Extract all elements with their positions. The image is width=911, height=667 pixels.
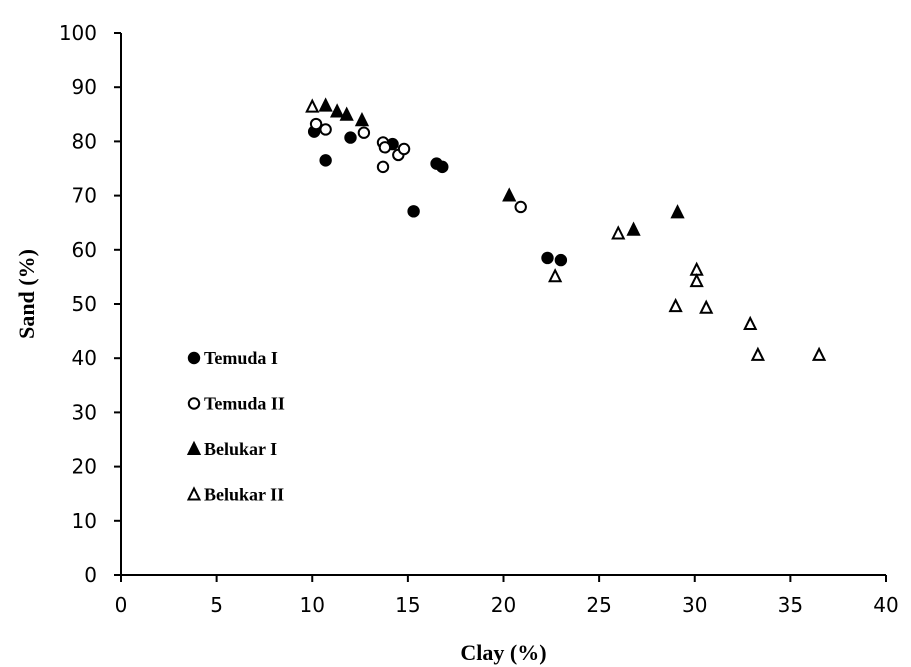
point-temuda-ii [514, 200, 527, 214]
legend-marker-temuda-i [187, 351, 201, 365]
x-ticks: 0 5 10 15 20 25 30 35 40 [115, 575, 899, 617]
y-tick-label: 20 [72, 455, 97, 479]
point-belukar-ii [699, 299, 714, 314]
y-tick-label: 100 [59, 21, 97, 45]
point-belukar-i [502, 187, 517, 202]
point-temuda-ii [397, 142, 411, 156]
point-belukar-ii [305, 98, 320, 113]
legend-label: Temuda I [204, 348, 278, 368]
legend: Temuda I Temuda II Belukar I Belukar II [186, 348, 285, 505]
y-tick-label: 10 [72, 509, 97, 533]
point-belukar-i [354, 111, 370, 127]
legend-item-belukar-i: Belukar I [186, 439, 277, 459]
legend-marker-belukar-i [186, 440, 202, 455]
point-temuda-ii [309, 117, 323, 131]
point-temuda-i [436, 160, 449, 174]
point-belukar-i [339, 106, 354, 121]
data-points [305, 97, 827, 361]
y-ticks: 0 10 20 30 40 50 60 70 80 90 100 [59, 21, 121, 587]
point-belukar-ii [668, 297, 683, 313]
legend-label: Belukar II [204, 485, 284, 505]
y-tick-label: 50 [72, 292, 97, 316]
legend-marker-belukar-ii [186, 486, 202, 501]
point-belukar-ii [811, 346, 827, 361]
point-temuda-ii [376, 160, 390, 174]
point-belukar-i [670, 204, 685, 219]
legend-label: Belukar I [204, 439, 277, 459]
x-tick-label: 0 [115, 593, 128, 617]
point-temuda-i [541, 251, 554, 265]
x-tick-label: 25 [586, 593, 611, 617]
point-belukar-ii [743, 315, 758, 331]
point-temuda-ii [357, 126, 371, 139]
x-tick-label: 30 [682, 593, 707, 617]
legend-item-temuda-i: Temuda I [187, 348, 278, 368]
point-belukar-ii [750, 346, 765, 361]
legend-label: Temuda II [204, 394, 285, 414]
point-temuda-i [344, 131, 357, 144]
legend-item-temuda-ii: Temuda II [187, 394, 285, 414]
y-tick-label: 80 [72, 129, 97, 153]
point-temuda-ii [378, 141, 392, 154]
point-belukar-i [329, 103, 345, 118]
x-axis-title: Clay (%) [460, 640, 546, 665]
y-axis-title: Sand (%) [14, 249, 39, 339]
point-belukar-i [318, 97, 333, 112]
point-belukar-ii [548, 268, 563, 283]
y-tick-label: 40 [72, 346, 97, 370]
x-tick-label: 10 [300, 593, 325, 617]
y-tick-label: 60 [72, 238, 97, 262]
point-temuda-ii [319, 123, 332, 136]
y-tick-label: 30 [72, 400, 97, 424]
point-temuda-i [319, 154, 332, 167]
y-tick-label: 70 [72, 184, 97, 208]
y-tick-label: 90 [72, 75, 97, 99]
x-tick-label: 15 [395, 593, 420, 617]
point-temuda-i [407, 205, 420, 218]
x-tick-label: 5 [210, 593, 223, 617]
point-belukar-ii [611, 225, 626, 240]
y-tick-label: 0 [84, 563, 97, 587]
point-belukar-i [626, 221, 641, 236]
point-belukar-ii [689, 272, 704, 288]
legend-item-belukar-ii: Belukar II [186, 485, 284, 505]
x-tick-label: 35 [778, 593, 803, 617]
point-temuda-i [554, 253, 568, 267]
x-tick-label: 20 [491, 593, 516, 617]
x-tick-label: 40 [873, 593, 898, 617]
legend-marker-temuda-ii [187, 397, 201, 410]
